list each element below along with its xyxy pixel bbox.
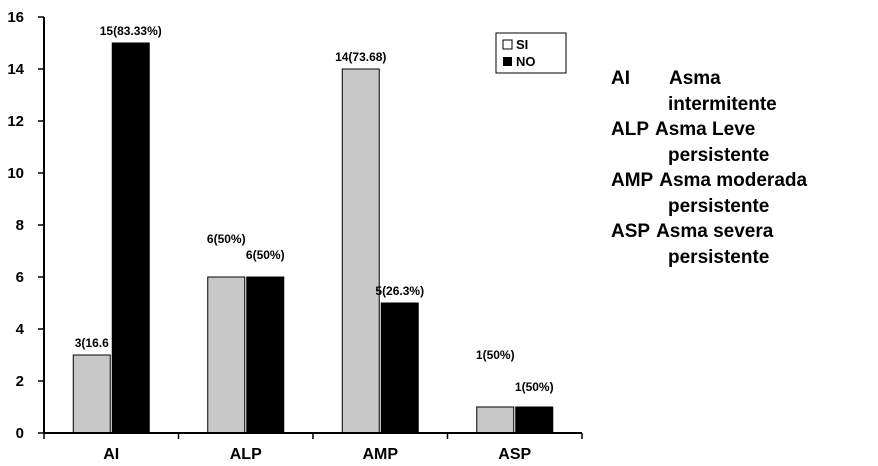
y-tick-label: 16	[7, 9, 24, 26]
abbreviation-item: AMP Asma moderada persistente	[611, 168, 877, 219]
abbreviation-item: ASP Asma severa persistente	[611, 219, 877, 270]
data-label: 14(73.68)	[335, 50, 386, 64]
abbreviation-desc-line2: persistente	[668, 144, 770, 166]
abbreviation-description: Asma intermitente	[668, 66, 877, 117]
abbreviation-desc-line1: Asma severa	[656, 221, 774, 242]
y-tick-label: 14	[7, 61, 24, 78]
legend-label-no: NO	[516, 54, 536, 69]
bars	[72, 42, 554, 434]
abbreviation-desc-line2: persistente	[668, 246, 770, 268]
data-label: 6(50%)	[207, 232, 246, 246]
data-label: 6(50%)	[246, 248, 285, 262]
abbreviation-desc-line1: Asma Leve	[655, 119, 756, 140]
legend-label-si: SI	[516, 37, 528, 52]
abbreviation-description: Asma severa persistente	[650, 219, 877, 270]
data-labels: 3(16.6 15(83.33%) 6(50%)6(50%) 14(73.68) 5(2…	[75, 24, 554, 394]
abbreviation-desc-line1: Asma moderada	[659, 170, 808, 191]
y-tick-label: 2	[16, 373, 24, 390]
abbreviation-desc-line1: Asma	[669, 68, 721, 89]
data-label: 1(50%)	[515, 380, 554, 394]
x-axis-categories: AI ALP AMP ASP	[103, 446, 531, 463]
axes	[43, 17, 583, 439]
y-tick-label: 12	[7, 113, 24, 130]
bar-no-ai	[111, 42, 150, 434]
data-label: 15(83.33%)	[100, 24, 162, 38]
category-label: AMP	[362, 446, 398, 463]
abbreviation-code: AI	[611, 68, 630, 89]
abbreviation-description: Asma Leve persistente	[649, 117, 877, 168]
y-tick-label: 8	[16, 217, 24, 234]
category-label: ASP	[498, 446, 531, 463]
abbreviation-item: ALP Asma Leve persistente	[611, 117, 877, 168]
data-label: 1(50%)	[476, 348, 515, 362]
abbreviation-item: AI Asma intermitente	[611, 66, 877, 117]
bar-no-asp	[515, 406, 554, 434]
y-tick-label: 0	[16, 425, 24, 442]
y-tick-label: 4	[16, 321, 25, 338]
legend: SI NO	[495, 32, 567, 74]
abbreviation-code: ASP	[611, 221, 651, 242]
bar-no-alp	[246, 276, 285, 434]
bar-si-alp	[207, 276, 246, 434]
legend-swatch-no	[503, 57, 512, 66]
legend-swatch-si	[502, 39, 513, 50]
abbreviation-desc-line2: intermitente	[668, 93, 777, 115]
y-axis-ticks: 0 2 4 6 8 10 12 14 16	[7, 9, 44, 442]
abbreviation-code: ALP	[611, 119, 649, 140]
abbreviation-desc-line2: persistente	[668, 195, 770, 217]
bar-no-amp	[380, 302, 419, 434]
bar-si-ai	[72, 354, 111, 434]
y-tick-label: 10	[7, 165, 24, 182]
abbreviation-code: AMP	[611, 170, 654, 191]
abbreviation-description: Asma moderada persistente	[653, 168, 877, 219]
data-label: 5(26.3%)	[375, 284, 424, 298]
bar-chart: 0 2 4 6 8 10 12 14 16 3(16.6 15(83.33%) 6(50%)6(50…	[7, 9, 583, 463]
bar-si-asp	[476, 406, 515, 434]
data-label: 3(16.6	[75, 336, 109, 350]
y-tick-label: 6	[16, 269, 24, 286]
abbreviation-legend: AI Asma intermitente ALP Asma Leve persistent…	[611, 66, 877, 270]
bar-si-amp	[341, 68, 380, 434]
category-label: AI	[103, 446, 119, 463]
category-label: ALP	[230, 446, 262, 463]
